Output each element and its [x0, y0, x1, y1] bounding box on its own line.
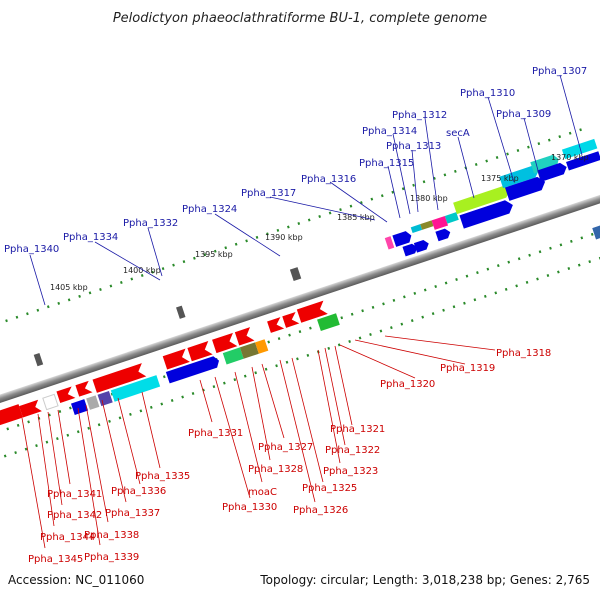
gene-label: Ppha_1312	[392, 110, 447, 121]
gene-label: Ppha_1339	[84, 552, 139, 563]
gene-forward	[431, 215, 449, 230]
gene-label: Ppha_1307	[532, 66, 587, 77]
gene-reverse	[110, 375, 161, 402]
gene-label: Ppha_1321	[330, 424, 385, 435]
reverse-gene-labels: Ppha_1318 Ppha_1319 Ppha_1320 Ppha_1321 …	[21, 335, 551, 565]
gene-label: Ppha_1332	[123, 218, 178, 229]
gene-reverse	[86, 395, 100, 410]
tick-label: 1375 kbp	[481, 174, 519, 183]
gene-label: Ppha_1322	[325, 445, 380, 456]
gene-label: Ppha_1337	[105, 508, 160, 519]
gene-label: Ppha_1334	[63, 232, 118, 243]
gene-reverse	[267, 317, 285, 333]
gene-forward	[413, 239, 429, 253]
gene-label: Ppha_1344	[40, 532, 95, 543]
gene-label: Ppha_1325	[302, 483, 357, 494]
gene-reverse	[0, 404, 23, 429]
gene-label: Ppha_1328	[248, 464, 303, 475]
reverse-gene-track	[0, 221, 600, 429]
gene-forward	[435, 228, 451, 242]
gene-reverse	[19, 399, 42, 418]
tick-label: 1395 kbp	[195, 250, 233, 259]
gene-forward	[289, 267, 302, 282]
forward-gene-labels: Ppha_1340 Ppha_1334 Ppha_1332 Ppha_1324 …	[4, 66, 587, 306]
gene-forward	[504, 176, 546, 201]
gene-reverse	[317, 313, 340, 332]
map-title: Pelodictyon phaeoclathratiforme BU-1, co…	[113, 11, 487, 26]
scale-row-lower	[0, 223, 600, 458]
tick-label: 1380 kbp	[410, 194, 448, 203]
gene-label: Ppha_1330	[222, 502, 277, 513]
tick-label: 1400 kbp	[123, 266, 161, 275]
gene-label: Ppha_1318	[496, 348, 551, 359]
gene-reverse	[162, 348, 190, 370]
gene-label: Ppha_1342	[47, 510, 102, 521]
gene-reverse	[70, 399, 89, 415]
gene-forward	[561, 138, 598, 160]
gene-label: Ppha_1327	[258, 442, 313, 453]
gene-forward	[459, 200, 513, 229]
accession-text: Accession: NC_011060	[8, 573, 144, 587]
gene-reverse	[296, 300, 328, 323]
gene-forward	[384, 236, 395, 250]
gene-label: Ppha_1316	[301, 174, 356, 185]
tick-label: 1390 kbp	[265, 233, 303, 242]
tick-label: 1385 kbp	[337, 213, 375, 222]
gene-reverse	[97, 390, 113, 407]
gene-forward	[453, 186, 511, 215]
gene-label: Ppha_1313	[386, 141, 441, 152]
gene-label: Ppha_1331	[188, 428, 243, 439]
gene-reverse	[592, 221, 600, 240]
gene-label: Ppha_1323	[323, 466, 378, 477]
gene-reverse	[239, 342, 259, 359]
gene-forward	[392, 231, 412, 247]
gene-label: Ppha_1338	[84, 530, 139, 541]
gene-label: Ppha_1335	[135, 471, 190, 482]
tick-label: 1370 kbp	[551, 153, 589, 162]
genome-band	[0, 125, 600, 458]
gene-label: Ppha_1319	[440, 363, 495, 374]
gene-label: moaC	[248, 487, 277, 498]
gene-label: Ppha_1324	[182, 204, 237, 215]
gene-forward	[444, 212, 459, 224]
gene-reverse	[282, 312, 300, 328]
gene-label: Ppha_1320	[380, 379, 435, 390]
gene-reverse	[187, 341, 213, 362]
gene-forward	[566, 151, 600, 171]
gene-label: Ppha_1309	[496, 109, 551, 120]
gene-reverse	[234, 327, 255, 346]
gene-reverse	[212, 332, 238, 354]
gene-label: Ppha_1315	[359, 158, 414, 169]
gene-label: Ppha_1341	[47, 489, 102, 500]
gene-reverse	[222, 347, 244, 365]
gene-label: Ppha_1317	[241, 188, 296, 199]
scale-tick-labels: 1405 kbp 1400 kbp 1395 kbp 1390 kbp 1385…	[50, 153, 589, 292]
gene-reverse	[56, 386, 76, 403]
forward-gene-track	[33, 138, 600, 367]
gene-label: Ppha_1345	[28, 554, 83, 565]
gene-forward	[176, 305, 186, 319]
gene-label: secA	[446, 128, 470, 139]
gene-reverse	[255, 339, 269, 354]
gene-label: Ppha_1326	[293, 505, 348, 516]
gene-forward	[33, 352, 44, 367]
scale-row-upper	[0, 125, 591, 337]
genome-backbone	[0, 187, 600, 411]
gene-forward	[402, 243, 418, 257]
gene-reverse	[165, 356, 220, 384]
gene-reverse	[42, 393, 59, 411]
gene-forward	[499, 166, 540, 189]
gene-reverse	[92, 363, 147, 393]
tick-label: 1405 kbp	[50, 283, 88, 292]
gene-label: Ppha_1340	[4, 244, 59, 255]
topology-text: Topology: circular; Length: 3,018,238 bp…	[259, 573, 590, 587]
gene-label: Ppha_1310	[460, 88, 515, 99]
gene-label: Ppha_1336	[111, 486, 166, 497]
gene-forward	[420, 220, 434, 230]
gene-reverse	[75, 380, 93, 397]
gene-label: Ppha_1314	[362, 126, 417, 137]
gene-forward	[537, 162, 567, 182]
gene-forward	[410, 224, 423, 234]
